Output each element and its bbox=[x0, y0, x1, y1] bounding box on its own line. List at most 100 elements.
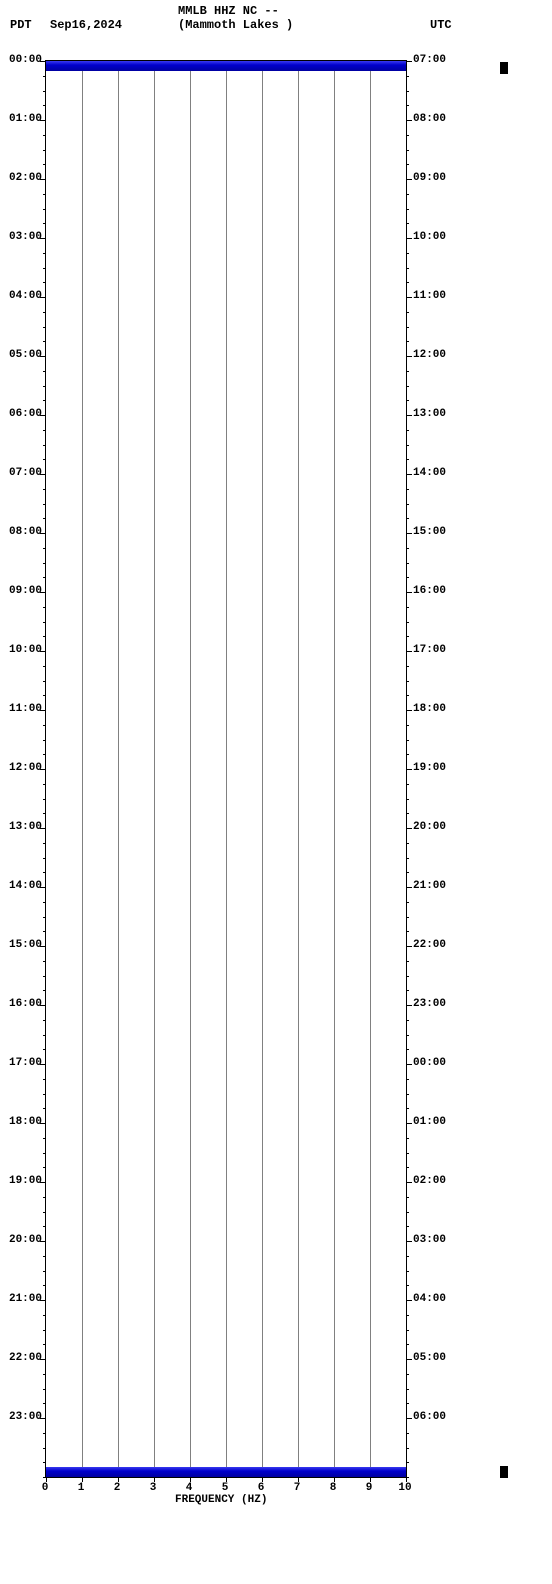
y-minor-tick-left bbox=[43, 1035, 46, 1036]
x-tick-label: 6 bbox=[251, 1482, 271, 1494]
y-minor-tick-left bbox=[43, 1477, 46, 1478]
y-minor-tick-right bbox=[406, 725, 409, 726]
y-minor-tick-left bbox=[43, 1315, 46, 1316]
x-tick-label: 7 bbox=[287, 1482, 307, 1494]
y-label-right: 21:00 bbox=[413, 880, 458, 892]
y-minor-tick-left bbox=[43, 1226, 46, 1227]
y-minor-tick-right bbox=[406, 1212, 409, 1213]
y-minor-tick-right bbox=[406, 1433, 409, 1434]
y-minor-tick-left bbox=[43, 312, 46, 313]
x-tick-label: 10 bbox=[395, 1482, 415, 1494]
y-label-left: 12:00 bbox=[2, 762, 42, 774]
y-label-right: 12:00 bbox=[413, 349, 458, 361]
legend-marker bbox=[500, 1466, 508, 1478]
y-minor-tick-left bbox=[43, 1433, 46, 1434]
station-line2: (Mammoth Lakes ) bbox=[178, 18, 293, 32]
gridline bbox=[370, 61, 371, 1477]
y-minor-tick-left bbox=[43, 341, 46, 342]
y-label-left: 02:00 bbox=[2, 172, 42, 184]
y-minor-tick-left bbox=[43, 681, 46, 682]
y-minor-tick-left bbox=[43, 622, 46, 623]
chart-header: PDT Sep16,2024 MMLB HHZ NC -- (Mammoth L… bbox=[0, 4, 552, 44]
y-minor-tick-right bbox=[406, 445, 409, 446]
y-tick-right bbox=[406, 1418, 412, 1419]
y-label-right: 15:00 bbox=[413, 526, 458, 538]
y-tick-right bbox=[406, 887, 412, 888]
y-minor-tick-right bbox=[406, 1389, 409, 1390]
y-minor-tick-left bbox=[43, 872, 46, 873]
y-label-left: 16:00 bbox=[2, 998, 42, 1010]
spectrogram-plot bbox=[45, 60, 407, 1478]
y-minor-tick-left bbox=[43, 961, 46, 962]
y-minor-tick-right bbox=[406, 489, 409, 490]
y-label-left: 05:00 bbox=[2, 349, 42, 361]
y-tick-right bbox=[406, 946, 412, 947]
y-label-right: 00:00 bbox=[413, 1057, 458, 1069]
legend-marker bbox=[500, 62, 508, 74]
y-minor-tick-right bbox=[406, 622, 409, 623]
y-minor-tick-left bbox=[43, 843, 46, 844]
y-minor-tick-right bbox=[406, 223, 409, 224]
y-tick-right bbox=[406, 710, 412, 711]
x-tick-label: 4 bbox=[179, 1482, 199, 1494]
y-minor-tick-left bbox=[43, 607, 46, 608]
y-label-left: 21:00 bbox=[2, 1293, 42, 1305]
y-minor-tick-left bbox=[43, 135, 46, 136]
y-minor-tick-left bbox=[43, 504, 46, 505]
y-label-left: 17:00 bbox=[2, 1057, 42, 1069]
y-minor-tick-left bbox=[43, 917, 46, 918]
y-minor-tick-left bbox=[43, 976, 46, 977]
y-label-right: 17:00 bbox=[413, 644, 458, 656]
y-tick-right bbox=[406, 828, 412, 829]
gridline bbox=[334, 61, 335, 1477]
y-minor-tick-right bbox=[406, 209, 409, 210]
y-minor-tick-left bbox=[43, 76, 46, 77]
y-minor-tick-right bbox=[406, 1256, 409, 1257]
y-minor-tick-right bbox=[406, 459, 409, 460]
x-axis-label: FREQUENCY (HZ) bbox=[175, 1494, 267, 1506]
y-tick-right bbox=[406, 1359, 412, 1360]
y-minor-tick-right bbox=[406, 902, 409, 903]
y-label-right: 01:00 bbox=[413, 1116, 458, 1128]
y-label-left: 04:00 bbox=[2, 290, 42, 302]
y-minor-tick-right bbox=[406, 931, 409, 932]
y-minor-tick-right bbox=[406, 636, 409, 637]
y-minor-tick-right bbox=[406, 1049, 409, 1050]
y-minor-tick-right bbox=[406, 754, 409, 755]
y-minor-tick-left bbox=[43, 223, 46, 224]
y-label-left: 22:00 bbox=[2, 1352, 42, 1364]
y-label-right: 19:00 bbox=[413, 762, 458, 774]
y-minor-tick-right bbox=[406, 164, 409, 165]
y-minor-tick-right bbox=[406, 1285, 409, 1286]
y-minor-tick-right bbox=[406, 430, 409, 431]
y-tick-right bbox=[406, 651, 412, 652]
y-minor-tick-right bbox=[406, 400, 409, 401]
y-minor-tick-right bbox=[406, 695, 409, 696]
y-minor-tick-left bbox=[43, 784, 46, 785]
y-minor-tick-left bbox=[43, 1389, 46, 1390]
y-minor-tick-left bbox=[43, 636, 46, 637]
y-label-left: 08:00 bbox=[2, 526, 42, 538]
y-minor-tick-right bbox=[406, 961, 409, 962]
y-minor-tick-right bbox=[406, 371, 409, 372]
y-tick-right bbox=[406, 238, 412, 239]
y-label-left: 06:00 bbox=[2, 408, 42, 420]
y-tick-right bbox=[406, 1123, 412, 1124]
y-tick-right bbox=[406, 61, 412, 62]
y-label-right: 14:00 bbox=[413, 467, 458, 479]
y-minor-tick-left bbox=[43, 1344, 46, 1345]
y-label-left: 03:00 bbox=[2, 231, 42, 243]
x-tick-label: 2 bbox=[107, 1482, 127, 1494]
y-minor-tick-left bbox=[43, 799, 46, 800]
y-minor-tick-right bbox=[406, 784, 409, 785]
y-minor-tick-left bbox=[43, 386, 46, 387]
y-minor-tick-right bbox=[406, 150, 409, 151]
x-tick-label: 3 bbox=[143, 1482, 163, 1494]
y-minor-tick-left bbox=[43, 1197, 46, 1198]
y-minor-tick-right bbox=[406, 843, 409, 844]
y-minor-tick-right bbox=[406, 282, 409, 283]
y-tick-right bbox=[406, 533, 412, 534]
y-tick-right bbox=[406, 592, 412, 593]
y-minor-tick-right bbox=[406, 1020, 409, 1021]
y-minor-tick-left bbox=[43, 754, 46, 755]
